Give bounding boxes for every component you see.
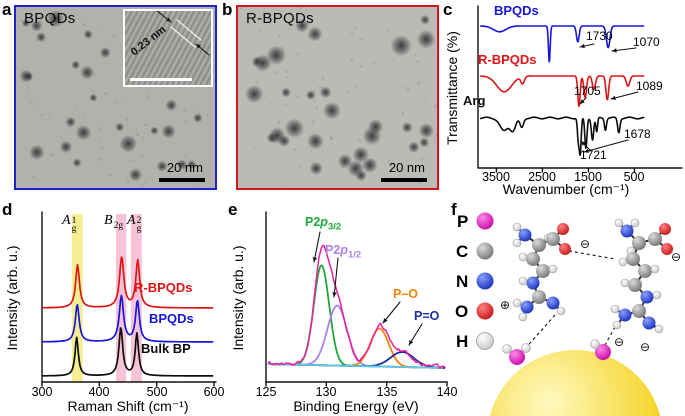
svg-text:⊖: ⊖ bbox=[580, 237, 590, 251]
ftir-series-label-r-bpqds: R-BPQDs bbox=[478, 52, 537, 67]
legend-symbol-H: H bbox=[456, 332, 469, 351]
xps-label-p2p32: P2p3/2 bbox=[305, 215, 341, 233]
xps-label-part: P2 bbox=[325, 243, 341, 257]
ftir-annotation: 1678 bbox=[624, 127, 651, 141]
raman-peak-label-b2g: B 2g bbox=[104, 213, 123, 231]
ftir-xtick: 2500 bbox=[528, 170, 556, 184]
panel-a-hrtem-inset: 0.23 nm bbox=[123, 9, 213, 87]
xps-xtick: 140 bbox=[436, 385, 458, 399]
raman-xtick: 500 bbox=[146, 385, 168, 399]
raman-x-axis-label: Raman Shift (cm⁻¹) bbox=[67, 398, 189, 414]
svg-text:⊕: ⊕ bbox=[500, 298, 510, 312]
xps-label-p2p12: P2p1/2 bbox=[325, 243, 361, 261]
inset-scale-bar bbox=[130, 78, 192, 81]
peak-label-sup: 2 bbox=[136, 216, 142, 226]
panel-letter-e: e bbox=[228, 200, 238, 219]
panel-letter-c: c bbox=[443, 0, 453, 19]
ftir-x-axis-label: Wavenumber (cm⁻¹) bbox=[502, 181, 630, 197]
panel-letter-b: b bbox=[222, 0, 233, 19]
xps-xtick: 125 bbox=[255, 385, 277, 399]
xps-label-part: p bbox=[340, 243, 348, 257]
panel-a-scale-text: 20 nm bbox=[166, 160, 203, 175]
raman-plot bbox=[41, 211, 217, 387]
panel-b-tem-image: R-BPQDs 20 nm bbox=[236, 5, 439, 190]
panel-letter-d: d bbox=[2, 200, 13, 219]
xps-y-axis-label: Intensity (arb. u.) bbox=[230, 245, 246, 351]
legend-symbol-N: N bbox=[456, 272, 469, 291]
lattice-fringe-image bbox=[156, 11, 210, 56]
ftir-y-axis-label: Transmittance (%) bbox=[444, 31, 460, 145]
ftir-annotation: 1721 bbox=[580, 148, 607, 162]
svg-text:⊖: ⊖ bbox=[671, 250, 681, 264]
xps-label-part: P2 bbox=[305, 215, 321, 229]
legend-symbol-P: P bbox=[457, 212, 469, 231]
ftir-plot bbox=[477, 5, 683, 173]
raman-y-axis-label: Intensity (arb. u.) bbox=[4, 245, 20, 351]
peak-label-base: A bbox=[62, 213, 71, 228]
svg-text:⊖: ⊖ bbox=[640, 340, 650, 354]
peak-label-sup: 1 bbox=[71, 216, 77, 226]
raman-series-label-r-bpqds: R-BPQDs bbox=[134, 280, 193, 295]
legend-symbol-C: C bbox=[456, 242, 469, 261]
peak-label-sub: 2g bbox=[113, 221, 124, 231]
raman-xtick: 600 bbox=[203, 385, 225, 399]
ftir-series-label-bpqds: BPQDs bbox=[494, 3, 539, 18]
raman-xtick: 300 bbox=[31, 385, 53, 399]
ftir-annotation: 1070 bbox=[633, 35, 660, 49]
raman-series-label-bpqds: BPQDs bbox=[149, 311, 194, 326]
xps-label-part: 3/2 bbox=[327, 221, 342, 233]
xps-plot bbox=[265, 211, 448, 387]
peak-label-sub: g bbox=[136, 223, 142, 234]
ftir-xtick: 1500 bbox=[574, 170, 602, 184]
xps-label-p-o: P–O bbox=[393, 287, 419, 301]
panel-a-tem-image: BPQDs 0.23 nm 20 nm bbox=[14, 5, 217, 190]
ftir-xtick: 3500 bbox=[482, 170, 510, 184]
peak-label-base: B bbox=[104, 213, 113, 228]
peak-label-base: A bbox=[127, 213, 136, 228]
ftir-annotation: 1730 bbox=[586, 29, 613, 43]
panel-a-sample-label: BPQDs bbox=[24, 10, 76, 27]
xps-label-part: 1/2 bbox=[347, 249, 362, 261]
ftir-annotation: 1089 bbox=[636, 79, 663, 93]
panel-letter-f: f bbox=[451, 200, 457, 219]
xps-xtick: 130 bbox=[315, 385, 337, 399]
xps-label-p-dbl-o: P=O bbox=[414, 309, 440, 323]
ftir-xtick: 500 bbox=[623, 170, 645, 184]
peak-label-sub: g bbox=[71, 223, 77, 234]
ftir-annotation: 1705 bbox=[574, 84, 601, 98]
svg-text:⊖: ⊖ bbox=[614, 335, 624, 349]
panel-b-scale-bar bbox=[381, 178, 427, 182]
panel-a-scale-bar bbox=[159, 178, 205, 182]
panel-b-scale-text: 20 nm bbox=[388, 160, 425, 175]
tem-micrograph-r-bpqds bbox=[238, 7, 437, 188]
panel-letter-a: a bbox=[2, 0, 12, 19]
raman-series-label-bulk-bp: Bulk BP bbox=[141, 341, 191, 356]
ftir-series-label-arg: Arg bbox=[463, 93, 486, 108]
xps-label-part: p bbox=[320, 215, 328, 229]
raman-xtick: 400 bbox=[88, 385, 110, 399]
xps-x-axis-label: Binding Energy (eV) bbox=[293, 398, 419, 414]
xps-xtick: 135 bbox=[376, 385, 398, 399]
legend-symbol-O: O bbox=[455, 302, 469, 321]
panel-b-sample-label: R-BPQDs bbox=[246, 10, 314, 27]
molecular-model-illustration: ⊕ ⊖ ⊖ ⊖ ⊖ bbox=[476, 212, 681, 416]
